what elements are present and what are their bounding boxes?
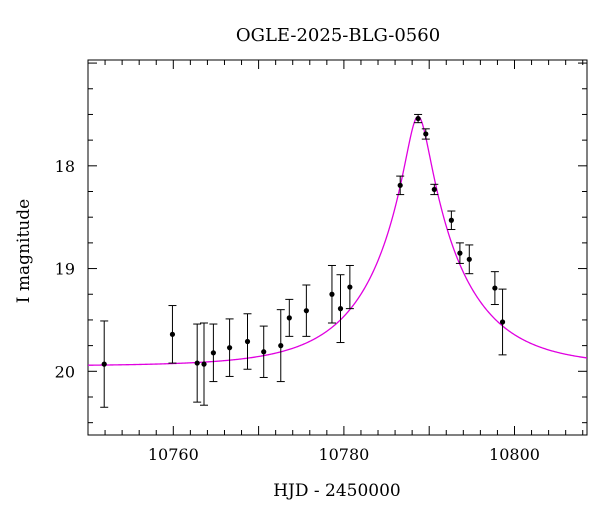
point-marker	[261, 349, 267, 355]
data-point	[243, 313, 252, 370]
point-marker	[397, 182, 403, 188]
point-marker	[337, 306, 344, 312]
point-marker	[210, 350, 216, 356]
point-marker	[423, 131, 429, 137]
point-marker	[415, 115, 421, 122]
data-point	[168, 305, 177, 364]
point-marker	[431, 186, 437, 193]
point-marker	[244, 338, 251, 345]
x-tick-label: 10800	[489, 445, 540, 464]
data-point	[285, 298, 294, 337]
data-point	[327, 264, 336, 324]
data-point	[498, 288, 507, 356]
data-point	[455, 242, 464, 264]
data-point	[421, 128, 430, 140]
tick-labels: 10760 10780 10800 18 19 20	[55, 157, 540, 464]
point-marker	[457, 250, 463, 256]
x-axis-label: HJD - 2450000	[273, 481, 401, 501]
point-marker	[492, 285, 498, 291]
data-point	[414, 113, 423, 124]
point-marker	[194, 360, 200, 366]
data-point	[200, 322, 209, 406]
y-tick-label: 18	[55, 157, 75, 176]
point-marker	[347, 284, 353, 290]
y-tick-label: 19	[55, 260, 75, 279]
point-marker	[278, 343, 284, 349]
data-points	[100, 113, 507, 408]
data-point	[396, 175, 405, 196]
data-point	[345, 264, 354, 310]
point-marker	[329, 291, 335, 297]
model-layer	[87, 115, 588, 366]
model-curve	[87, 115, 588, 366]
data-point	[447, 210, 456, 231]
data-point	[100, 320, 109, 408]
point-marker	[448, 217, 454, 223]
data-point	[193, 323, 202, 403]
point-marker	[499, 319, 506, 325]
data-point	[259, 325, 268, 378]
chart-title: OGLE-2025-BLG-0560	[236, 25, 440, 46]
data-point	[302, 284, 311, 337]
point-marker	[169, 331, 176, 337]
point-marker	[303, 308, 309, 314]
point-marker	[226, 345, 233, 351]
x-tick-label: 10760	[148, 445, 199, 464]
x-tick-label: 10780	[318, 445, 369, 464]
point-marker	[101, 361, 107, 367]
plot-frame	[87, 59, 588, 436]
axis-ticks	[87, 60, 587, 435]
point-marker	[466, 256, 472, 262]
data-point	[490, 271, 499, 306]
data-point	[276, 309, 285, 383]
point-marker	[286, 315, 292, 321]
y-tick-label: 20	[55, 362, 75, 381]
plot-area	[87, 59, 588, 436]
point-marker	[201, 361, 207, 367]
data-point	[336, 274, 345, 344]
data-point	[225, 318, 234, 377]
y-axis-label: I magnitude	[14, 199, 34, 303]
data-point	[209, 323, 218, 383]
data-point	[430, 183, 439, 196]
data-point	[465, 244, 474, 275]
